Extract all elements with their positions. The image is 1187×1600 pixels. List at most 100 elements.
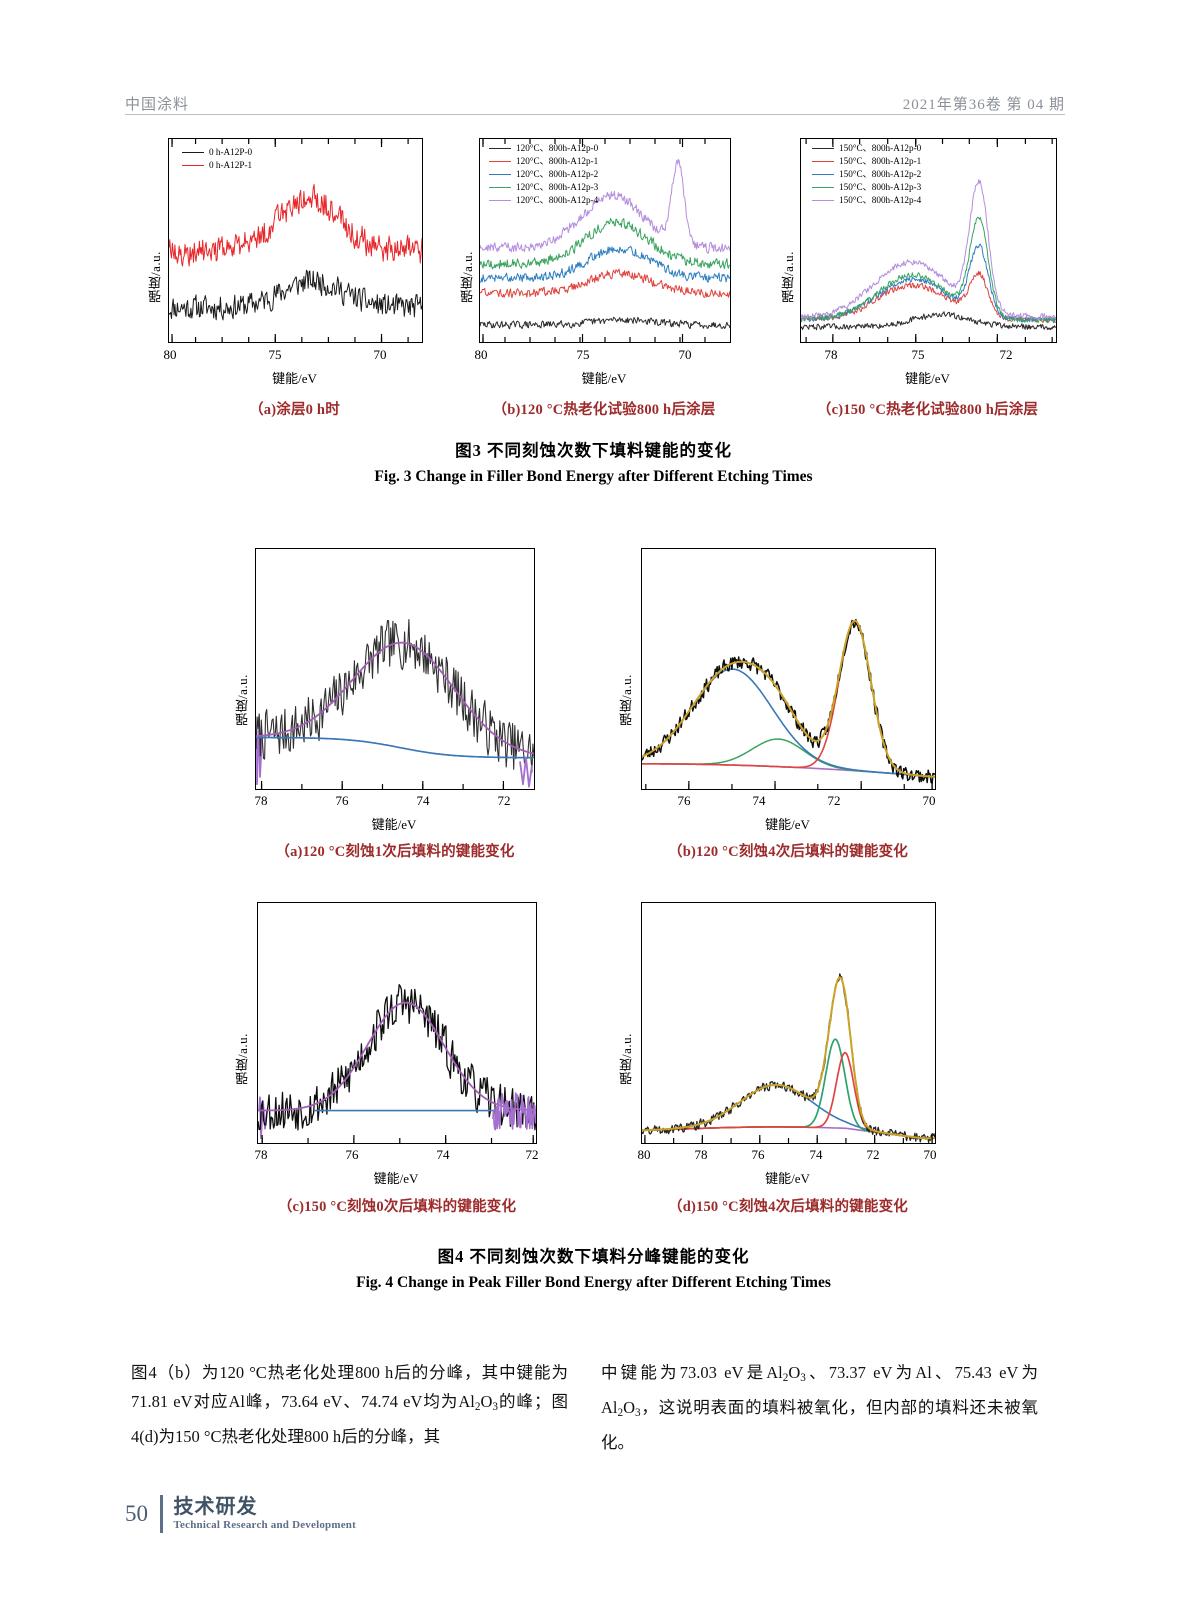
tick-label: 80 bbox=[474, 347, 488, 362]
legend-label: 0 h-A12P-1 bbox=[209, 160, 253, 170]
fig3c-plot-area bbox=[800, 138, 1057, 343]
legend-swatch-icon bbox=[489, 187, 511, 188]
legend-label: 150°C、800h-A12p-4 bbox=[839, 195, 922, 205]
tick-label: 74 bbox=[436, 1147, 450, 1162]
tick-label: 72 bbox=[827, 793, 841, 808]
fig3c-x-axis-label: 键能/eV bbox=[905, 371, 950, 386]
body-paragraph-left: 图4（b）为120 °C热老化处理800 h后的分峰，其中键能为71.81 eV… bbox=[131, 1363, 569, 1447]
tick-label: 72 bbox=[497, 793, 511, 808]
figure-4-caption: 图4 不同刻蚀次数下填料分峰键能的变化 Fig. 4 Change in Pea… bbox=[0, 1243, 1187, 1292]
page-header: 中国涂料 2021年第36卷 第 04 期 bbox=[125, 80, 1065, 115]
tick-label: 70 bbox=[373, 347, 387, 362]
legend-item: 0 h-A12P-0 bbox=[182, 146, 252, 159]
legend-swatch-icon bbox=[812, 148, 834, 149]
fig4a-plot-area bbox=[255, 548, 535, 790]
legend-label: 150°C、800h-A12p-1 bbox=[839, 156, 922, 166]
tick-label: 70 bbox=[678, 347, 692, 362]
tick-label: 75 bbox=[911, 347, 925, 362]
fig4d-subcaption: （d)150 °C刻蚀4次后填料的键能变化 bbox=[668, 1199, 908, 1215]
tick-label: 74 bbox=[416, 793, 430, 808]
legend-label: 150°C、800h-A12p-2 bbox=[839, 169, 922, 179]
legend-label: 120°C、800h-A12p-2 bbox=[516, 169, 599, 179]
figure-4-caption-en: Fig. 4 Change in Peak Filler Bond Energy… bbox=[356, 1274, 831, 1291]
legend-item: 150°C、800h-A12p-3 bbox=[812, 181, 921, 194]
legend-label: 0 h-A12P-0 bbox=[209, 147, 253, 157]
legend-label: 120°C、800h-A12p-1 bbox=[516, 156, 599, 166]
figure-3-caption-en: Fig. 3 Change in Filler Bond Energy afte… bbox=[374, 468, 813, 485]
tick-label: 76 bbox=[677, 793, 691, 808]
tick-label: 80 bbox=[637, 1147, 651, 1162]
legend-label: 150°C、800h-A12p-0 bbox=[839, 143, 922, 153]
legend-swatch-icon bbox=[489, 161, 511, 162]
fig4c-subcaption: （c)150 °C刻蚀0次后填料的键能变化 bbox=[277, 1199, 517, 1215]
tick-label: 78 bbox=[254, 1147, 268, 1162]
tick-label: 70 bbox=[922, 793, 936, 808]
fig4b-y-axis-label: 强度/a.u. bbox=[619, 674, 634, 726]
tick-label: 74 bbox=[809, 1147, 823, 1162]
footer-divider bbox=[160, 1495, 163, 1533]
fig3b-subcaption: （b)120 °C热老化试验800 h后涂层 bbox=[492, 402, 716, 418]
fig4a-y-axis-label: 强度/a.u. bbox=[235, 674, 250, 726]
legend-item: 120°C、800h-A12p-0 bbox=[489, 142, 598, 155]
legend-item: 120°C、800h-A12p-4 bbox=[489, 194, 598, 207]
legend-label: 150°C、800h-A12p-3 bbox=[839, 182, 922, 192]
fig3a-legend: 0 h-A12P-0 0 h-A12P-1 bbox=[182, 146, 252, 172]
legend-swatch-icon bbox=[182, 152, 204, 153]
fig4d-plot-area bbox=[641, 902, 936, 1144]
tick-label: 78 bbox=[694, 1147, 708, 1162]
journal-title: 中国涂料 bbox=[125, 97, 190, 113]
figure-3-caption-cn: 图3 不同刻蚀次数下填料键能的变化 bbox=[455, 441, 732, 460]
legend-swatch-icon bbox=[489, 200, 511, 201]
tick-label: 76 bbox=[345, 1147, 359, 1162]
fig3c-y-axis-label: 强度/a.u. bbox=[781, 251, 796, 303]
fig4b-subcaption: （b)120 °C刻蚀4次后填料的键能变化 bbox=[668, 844, 908, 860]
tick-label: 72 bbox=[999, 347, 1013, 362]
legend-label: 120°C、800h-A12p-4 bbox=[516, 195, 599, 205]
fig3a-y-axis-label: 强度/a.u. bbox=[148, 251, 163, 303]
tick-label: 70 bbox=[923, 1147, 937, 1162]
fig4b-x-axis-label: 键能/eV bbox=[765, 817, 810, 832]
legend-item: 120°C、800h-A12p-1 bbox=[489, 155, 598, 168]
figure-3-caption: 图3 不同刻蚀次数下填料键能的变化 Fig. 3 Change in Fille… bbox=[0, 437, 1187, 486]
tick-label: 74 bbox=[752, 793, 766, 808]
tick-label: 76 bbox=[751, 1147, 765, 1162]
fig3b-plot-area bbox=[479, 138, 731, 343]
fig3b-x-axis-label: 键能/eV bbox=[581, 371, 627, 386]
fig4c-plot-area bbox=[257, 902, 537, 1144]
fig4c-x-axis-label: 键能/eV bbox=[373, 1171, 419, 1186]
legend-swatch-icon bbox=[812, 187, 834, 188]
fig4d-x-axis-label: 键能/eV bbox=[765, 1171, 810, 1186]
tick-label: 72 bbox=[866, 1147, 880, 1162]
page-footer: 50 技术研发 Technical Research and Developme… bbox=[125, 1495, 356, 1533]
fig3a-plot-area bbox=[168, 138, 423, 343]
tick-label: 72 bbox=[525, 1147, 539, 1162]
footer-section-en: Technical Research and Development bbox=[173, 1519, 356, 1531]
legend-item: 120°C、800h-A12p-2 bbox=[489, 168, 598, 181]
legend-item: 150°C、800h-A12p-1 bbox=[812, 155, 921, 168]
fig4c-y-axis-label: 强度/a.u. bbox=[235, 1033, 250, 1085]
fig3a-subcaption: （a)涂层0 h时 bbox=[249, 402, 340, 418]
legend-swatch-icon bbox=[489, 148, 511, 149]
fig3c-legend: 150°C、800h-A12p-0 150°C、800h-A12p-1 150°… bbox=[812, 142, 921, 207]
tick-label: 78 bbox=[824, 347, 838, 362]
legend-swatch-icon bbox=[812, 174, 834, 175]
legend-label: 120°C、800h-A12p-3 bbox=[516, 182, 599, 192]
figure-4-caption-cn: 图4 不同刻蚀次数下填料分峰键能的变化 bbox=[437, 1247, 750, 1266]
legend-swatch-icon bbox=[812, 161, 834, 162]
tick-label: 80 bbox=[163, 347, 177, 362]
legend-item: 120°C、800h-A12p-3 bbox=[489, 181, 598, 194]
fig3c-subcaption: （c)150 °C热老化试验800 h后涂层 bbox=[816, 402, 1039, 418]
fig3a-x-axis-label: 键能/eV bbox=[272, 371, 317, 386]
legend-item: 0 h-A12P-1 bbox=[182, 159, 252, 172]
fig4a-subcaption: （a)120 °C刻蚀1次后填料的键能变化 bbox=[275, 844, 515, 860]
tick-label: 76 bbox=[335, 793, 349, 808]
fig3b-y-axis-label: 强度/a.u. bbox=[460, 251, 475, 303]
legend-item: 150°C、800h-A12p-0 bbox=[812, 142, 921, 155]
fig4d-y-axis-label: 强度/a.u. bbox=[619, 1033, 634, 1085]
legend-label: 120°C、800h-A12p-0 bbox=[516, 143, 599, 153]
footer-section-cn: 技术研发 bbox=[173, 1496, 258, 1518]
legend-swatch-icon bbox=[812, 200, 834, 201]
page-number: 50 bbox=[125, 1501, 148, 1526]
legend-item: 150°C、800h-A12p-2 bbox=[812, 168, 921, 181]
issue-info: 2021年第36卷 第 04 期 bbox=[902, 97, 1065, 113]
